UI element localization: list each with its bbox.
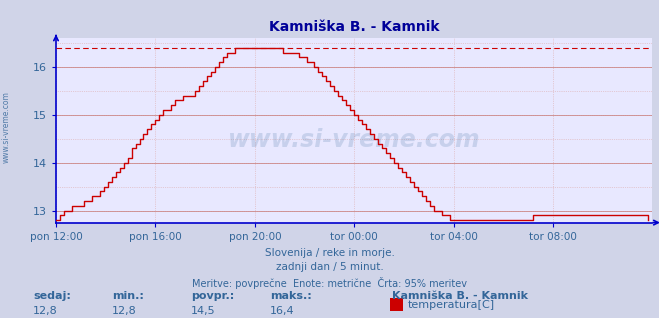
Text: 12,8: 12,8: [33, 306, 58, 316]
Text: Slovenija / reke in morje.: Slovenija / reke in morje.: [264, 248, 395, 258]
Text: zadnji dan / 5 minut.: zadnji dan / 5 minut.: [275, 262, 384, 272]
Text: www.si-vreme.com: www.si-vreme.com: [2, 91, 11, 163]
Text: Meritve: povprečne  Enote: metrične  Črta: 95% meritev: Meritve: povprečne Enote: metrične Črta:…: [192, 277, 467, 289]
Text: 16,4: 16,4: [270, 306, 295, 316]
Text: Kamniška B. - Kamnik: Kamniška B. - Kamnik: [392, 291, 528, 301]
Text: sedaj:: sedaj:: [33, 291, 71, 301]
Text: temperatura[C]: temperatura[C]: [407, 300, 494, 310]
Text: min.:: min.:: [112, 291, 144, 301]
Text: 12,8: 12,8: [112, 306, 137, 316]
Text: 14,5: 14,5: [191, 306, 215, 316]
Text: povpr.:: povpr.:: [191, 291, 235, 301]
Text: www.si-vreme.com: www.si-vreme.com: [228, 128, 480, 152]
Title: Kamniška B. - Kamnik: Kamniška B. - Kamnik: [269, 20, 440, 34]
Text: maks.:: maks.:: [270, 291, 312, 301]
